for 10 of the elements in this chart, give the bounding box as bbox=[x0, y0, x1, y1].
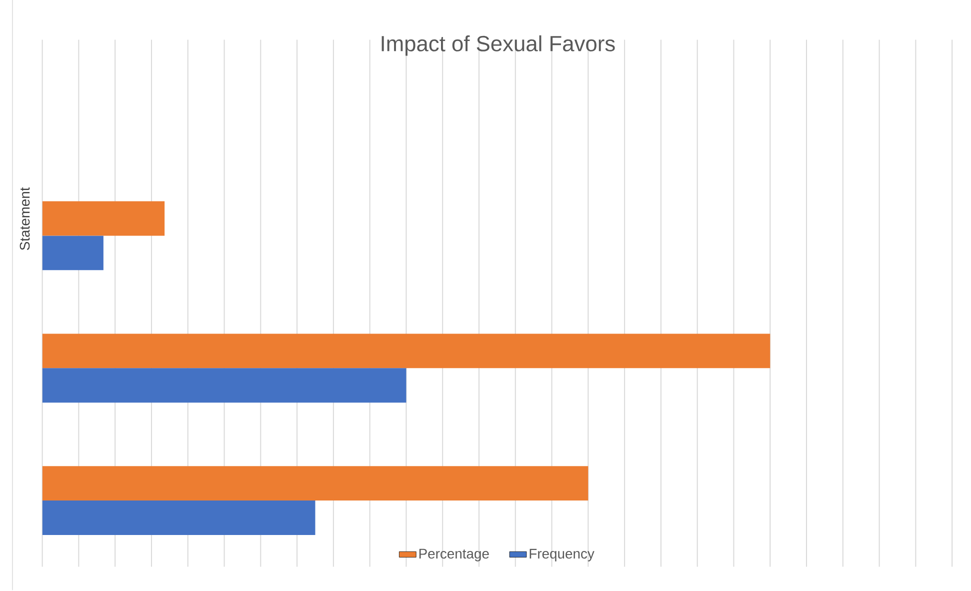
bar bbox=[42, 466, 588, 501]
bar bbox=[42, 500, 316, 536]
chart-title: Impact of Sexual Favors bbox=[382, 36, 615, 56]
legend-label: Percentage bbox=[419, 549, 489, 562]
bar bbox=[42, 334, 770, 368]
y-axis-title: Statement bbox=[20, 188, 30, 250]
bar bbox=[42, 201, 165, 236]
legend-label: Frequency bbox=[530, 549, 594, 562]
bar bbox=[42, 236, 104, 270]
bar bbox=[42, 368, 406, 403]
